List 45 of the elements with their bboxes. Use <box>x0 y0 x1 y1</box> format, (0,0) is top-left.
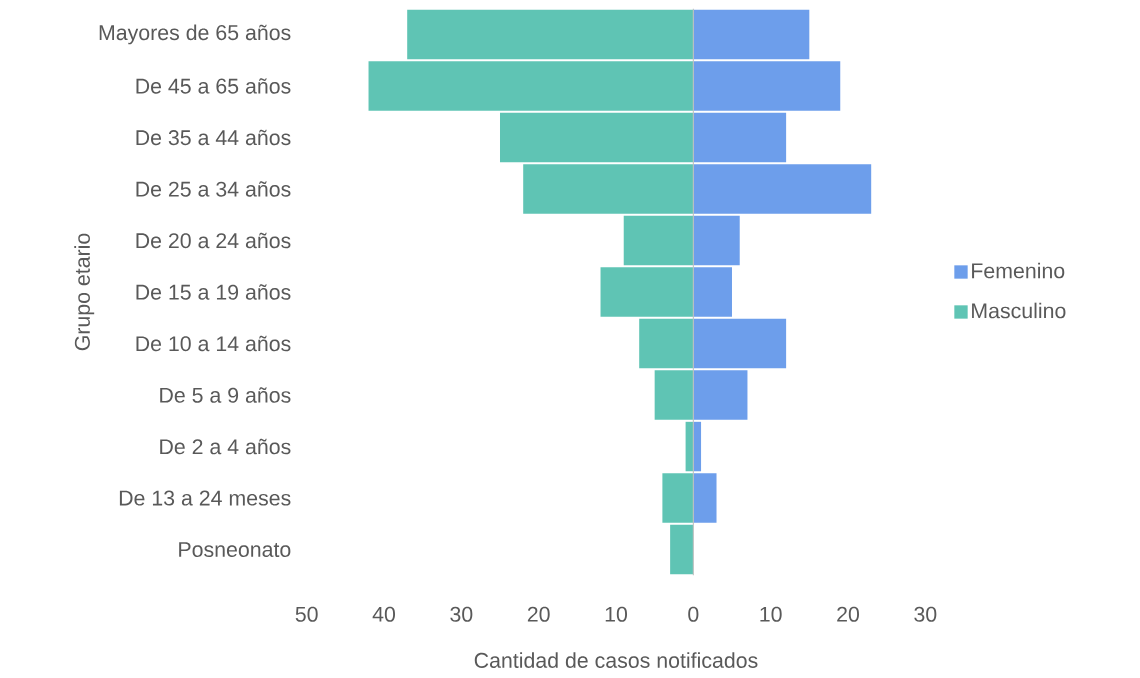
y-tick-label: De 2 a 4 años <box>160 438 291 455</box>
bar <box>693 473 717 523</box>
x-tick-label: 20 <box>527 606 550 622</box>
x-axis-title: Cantidad de casos notificados <box>474 652 758 668</box>
bar <box>693 370 748 420</box>
bar <box>368 61 694 111</box>
y-tick-label: De 13 a 24 meses <box>119 490 291 506</box>
bar <box>693 61 841 111</box>
y-tick-label: De 45 a 65 años <box>136 78 291 94</box>
x-tick-label: 40 <box>372 606 396 622</box>
x-tick-label: 20 <box>837 606 859 622</box>
x-tick-label: 30 <box>450 606 473 622</box>
bar <box>654 370 694 420</box>
y-tick-label: De 20 a 24 años <box>136 232 291 249</box>
bar <box>500 112 694 163</box>
y-tick-label: De 35 a 44 años <box>136 129 291 146</box>
bar <box>639 318 694 369</box>
bar <box>623 215 694 266</box>
bar <box>693 164 872 214</box>
y-tick-label: De 5 a 9 años <box>160 387 291 403</box>
bar <box>693 318 787 369</box>
bar <box>693 421 702 472</box>
y-tick-label: Posneonato <box>179 542 291 558</box>
bar <box>662 473 694 523</box>
bar <box>693 112 787 163</box>
bar <box>407 9 694 60</box>
bar <box>600 267 694 317</box>
y-tick-label: Mayores de 65 años <box>99 24 291 45</box>
legend-label: Masculino <box>972 302 1066 319</box>
bar <box>693 267 732 317</box>
bar <box>693 9 810 60</box>
x-tick-label: 30 <box>914 606 937 622</box>
bar <box>693 215 740 266</box>
x-tick-label: 0 <box>688 606 699 622</box>
bar <box>670 524 694 575</box>
y-tick-label: De 15 a 19 años <box>136 284 291 300</box>
legend-label: Femenino <box>972 262 1065 279</box>
y-tick-label: De 10 a 14 años <box>136 335 291 352</box>
bar <box>523 164 694 214</box>
y-tick-label: De 25 a 34 años <box>136 181 291 197</box>
x-tick-label: 50 <box>295 606 318 622</box>
bar <box>685 421 694 472</box>
x-tick-label: 10 <box>760 606 782 622</box>
y-axis-title: Grupo etario <box>74 233 95 351</box>
x-tick-label: 10 <box>605 606 628 622</box>
